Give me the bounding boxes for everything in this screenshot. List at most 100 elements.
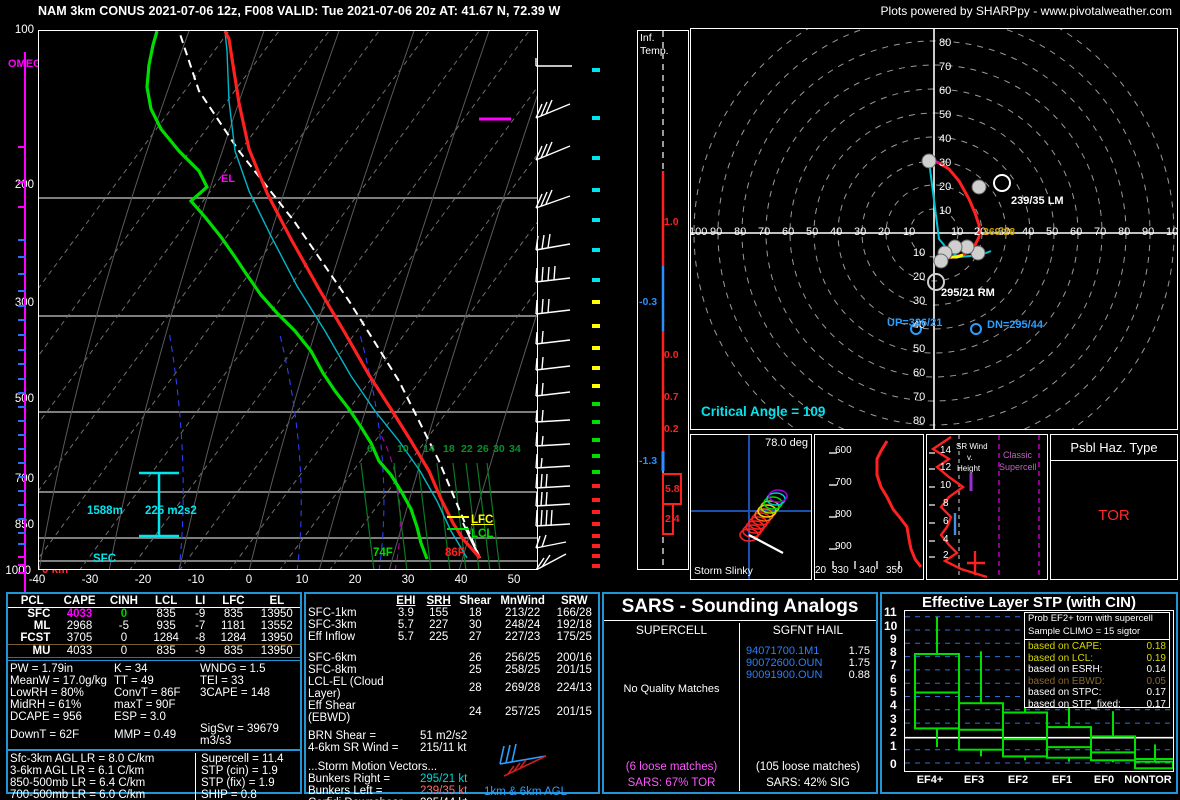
inf-temp-value: 5.8 xyxy=(665,483,680,495)
hodo-x-tick: 60 xyxy=(782,226,795,238)
kinematics-panel[interactable]: EHI SRH Shear MnWind SRW SFC-1km 3.9 155 18… xyxy=(304,592,600,800)
stp-y-tick: 1 xyxy=(890,739,897,753)
table-row[interactable]: Eff Shear (EBWD) 24 257/25 201/15 xyxy=(306,700,598,724)
kin-ehi xyxy=(390,676,421,700)
omega-profile xyxy=(18,52,26,592)
index-row: DownT = 62F MMP = 0.49 SigSvr = 39679 m3/s… xyxy=(8,723,300,747)
stp-legend-value: 0.14 xyxy=(1146,664,1166,676)
sars-hail-loose: (105 loose matches) xyxy=(755,761,861,773)
col-layer xyxy=(306,595,390,607)
hodograph-panel[interactable]: 100 90 80 70 60 50 40 30 20 10 10 20 30 … xyxy=(690,28,1178,430)
title-bar: NAM 3km CONUS 2021-07-06 12z, F008 VALID… xyxy=(0,0,1180,22)
table-row[interactable]: MU 4033 0 835 -9 835 13950 xyxy=(8,644,300,658)
temp-tick: -20 xyxy=(134,574,152,586)
stp-y-tick: 2 xyxy=(890,725,897,739)
kin-srw: 201/15 xyxy=(556,706,592,718)
bunkers-right-label: Bunkers Right = xyxy=(308,773,391,785)
index-col-3 xyxy=(198,711,300,723)
sars-match-row[interactable]: 90072600.OUN 1.75 xyxy=(746,657,870,669)
index-row: PW = 1.79in K = 34 WNDG = 1.5 xyxy=(8,663,300,675)
col-shear: Shear xyxy=(459,595,492,607)
kin-srw: 201/15 xyxy=(556,664,592,676)
hodo-y-tick: 60 xyxy=(939,85,952,97)
table-row[interactable]: SFC-1km 3.9 155 18 213/22 166/28 xyxy=(306,607,598,619)
sars-match-name: 90072600.OUN xyxy=(746,657,823,669)
possible-hazard-type-panel[interactable]: Psbl Haz. Type TOR xyxy=(1050,434,1178,580)
slinky-caption: Storm Slinky xyxy=(694,565,753,577)
kin-layer: Eff Shear (EBWD) xyxy=(308,700,356,724)
stp-legend-divider xyxy=(1025,639,1169,640)
hodo-x-tick: 40 xyxy=(830,226,843,238)
hodo-y-tick: 10 xyxy=(913,247,926,259)
slinky-degrees-label: 78.0 deg xyxy=(765,437,808,449)
stp-x-tick: EF0 xyxy=(1093,774,1115,786)
mixing-ratio-label: 26 xyxy=(477,443,489,455)
sars-match-value: 0.88 xyxy=(848,669,870,681)
table-row[interactable]: SFC-8km 25 258/25 201/15 xyxy=(306,664,598,676)
sars-match-row[interactable]: 94071700.1M1 1.75 xyxy=(746,645,870,657)
thermodynamic-panel[interactable]: PCL CAPE CINH LCL LI LFC EL SFC 4033 0 8… xyxy=(6,592,302,800)
sars-match-value: 1.75 xyxy=(848,645,870,657)
pcl-cape: 3705 xyxy=(66,632,93,644)
sars-hail-matches: 94071700.1M1 1.75 90072600.OUN 1.75 900919… xyxy=(740,645,876,681)
skewt-diagram[interactable]: EL 1588m 225 m2s2 SFC 74F 86F LFC LCL 6 … xyxy=(38,30,538,570)
sr-wind-row: 4-6km SR Wind = 215/11 kt xyxy=(308,742,488,754)
skewt-panel[interactable]: 100 200 300 500 700 850 1000 OMEGA xyxy=(0,22,590,592)
table-row[interactable]: SFC-6km 26 256/25 200/16 xyxy=(306,652,598,664)
thermo-divider-2 xyxy=(8,749,300,751)
hodo-y-tick: 20 xyxy=(939,181,952,193)
kin-ehi: 5.7 xyxy=(397,619,414,631)
sars-panel[interactable]: SARS - Sounding Analogs SUPERCELL No Qua… xyxy=(602,592,878,794)
table-row[interactable]: LCL-EL (Cloud Layer) 28 269/28 224/13 xyxy=(306,676,598,700)
pcl-name: FCST xyxy=(20,632,51,644)
temp-tick: -40 xyxy=(28,574,46,586)
sars-supercell-column[interactable]: SUPERCELL No Quality Matches (6 loose ma… xyxy=(604,623,740,791)
pcl-li: -7 xyxy=(195,620,206,632)
kin-mnwind: 248/24 xyxy=(505,619,541,631)
wind-barb-column xyxy=(528,30,588,571)
corfidi-downshear-label: DN=295/44 xyxy=(987,319,1043,331)
thetae-profile-panel[interactable]: 600 700 800 900 20 330 340 350 xyxy=(814,434,924,580)
kin-ehi: 3.9 xyxy=(397,607,414,619)
table-header-row: EHI SRH Shear MnWind SRW xyxy=(306,595,598,607)
lapse-rate-item: 700-500mb LR = 6.0 C/km xyxy=(10,789,146,800)
brn-shear-label: BRN Shear = xyxy=(308,730,377,742)
motion-row: Bunkers Right = 295/21 kt xyxy=(308,773,488,785)
kin-layer: SFC-6km xyxy=(308,652,357,664)
pcl-lcl: 1284 xyxy=(153,632,179,644)
hodo-x-tick: 30 xyxy=(854,226,867,238)
mixing-ratio-label: 34 xyxy=(509,443,521,455)
inferred-temp-panel[interactable]: Inf. Temp. 1.0 -0.3 0.0 0.7 0.2 -1.3 5.8… xyxy=(637,30,689,570)
lapse-rate-list: Sfc-3km AGL LR = 8.0 C/km 3-6km AGL LR =… xyxy=(8,753,196,800)
thetae-pressure-tick: 700 xyxy=(835,477,852,488)
kin-ehi xyxy=(390,700,421,724)
stp-legend-row: based on EBWD: 0.05 xyxy=(1025,676,1169,688)
storm-slinky-panel[interactable]: 78.0 deg Storm Slinky xyxy=(690,434,812,580)
kin-ehi xyxy=(390,664,421,676)
sr-wind-label: 4-6km SR Wind = xyxy=(308,742,399,754)
storm-motion-section: BRN Shear = 51 m2/s2 4-6km SR Wind = 215/1… xyxy=(306,730,598,800)
lapse-rate-item: Sfc-3km AGL LR = 8.0 C/km xyxy=(10,753,155,765)
sars-match-row[interactable]: 90091900.OUN 0.88 xyxy=(746,669,870,681)
stp-legend-row: based on ESRH: 0.14 xyxy=(1025,664,1169,676)
surface-dewpoint-label: 74F xyxy=(373,547,393,559)
stp-y-tick: 10 xyxy=(884,619,898,633)
hodo-x-tick: 100 xyxy=(1166,226,1178,238)
table-row[interactable]: Eff Inflow 5.7 225 27 227/23 175/25 xyxy=(306,631,598,643)
table-row[interactable]: SFC-3km 5.7 227 30 248/24 192/18 xyxy=(306,619,598,631)
hodo-x-tick: 80 xyxy=(1118,226,1131,238)
lapse-composite-row: Sfc-3km AGL LR = 8.0 C/km 3-6km AGL LR =… xyxy=(8,753,300,800)
col-li: LI xyxy=(187,595,214,608)
table-row[interactable]: SFC 4033 0 835 -9 835 13950 xyxy=(8,608,300,620)
sars-hail-column[interactable]: SGFNT HAIL 94071700.1M1 1.75 90072600.OUN… xyxy=(740,623,876,791)
sr-wind-vs-height-panel[interactable]: SR Wind v. Height Classic Supercell 14 1… xyxy=(926,434,1048,580)
stp-y-tick: 8 xyxy=(890,645,897,659)
hodo-y-tick: 40 xyxy=(913,319,926,331)
stp-legend-value: 0.18 xyxy=(1146,641,1166,652)
stp-legend-line-2: Sample CLIMO = 15 sigtor xyxy=(1028,625,1141,637)
stp-boxplot-panel[interactable]: Effective Layer STP (with CIN) xyxy=(880,592,1178,794)
table-row[interactable]: FCST 3705 0 1284 -8 1284 13950 xyxy=(8,632,300,645)
thermo-divider-1 xyxy=(8,660,300,661)
table-row[interactable]: ML 2968 -5 935 -7 1181 13552 xyxy=(8,620,300,632)
index-col-1: PW = 1.79in xyxy=(10,663,73,675)
